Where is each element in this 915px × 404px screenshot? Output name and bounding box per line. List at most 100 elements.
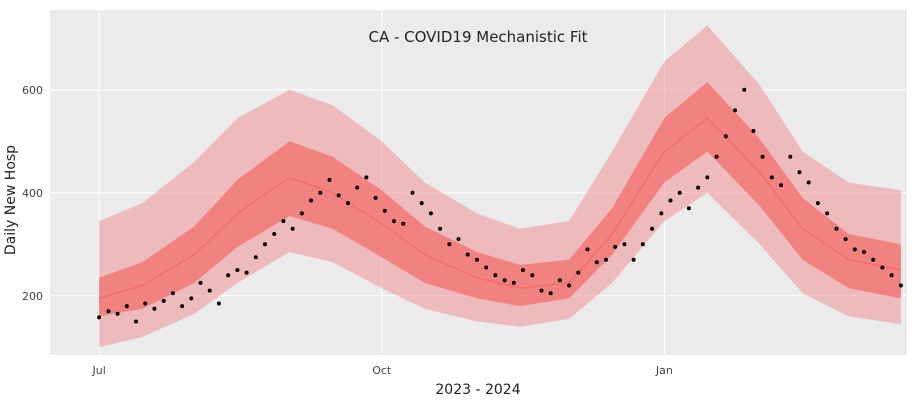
observed-point	[539, 288, 544, 293]
observed-point	[668, 198, 673, 203]
observed-point	[815, 201, 820, 206]
observed-point	[318, 190, 323, 195]
observed-point	[475, 257, 479, 262]
observed-point	[825, 211, 830, 216]
observed-point	[152, 306, 157, 311]
x-tick-label: Jan	[655, 364, 673, 377]
observed-point	[189, 296, 194, 301]
observed-point	[447, 242, 452, 247]
axis-ticks: 200 400 600 Jul Oct Jan	[22, 84, 673, 377]
observed-point	[567, 283, 572, 288]
observed-point	[364, 175, 369, 180]
observed-point	[134, 319, 138, 324]
observed-point	[456, 237, 461, 242]
observed-point	[557, 278, 562, 283]
observed-point	[843, 237, 848, 242]
observed-point	[226, 273, 231, 278]
observed-point	[106, 309, 111, 314]
x-axis-label: 2023 - 2024	[435, 382, 520, 398]
observed-point	[355, 185, 360, 190]
observed-point	[438, 226, 443, 231]
observed-point	[502, 278, 507, 283]
observed-point	[576, 270, 581, 275]
observed-point	[898, 283, 903, 288]
observed-point	[309, 198, 314, 203]
median-line	[98, 117, 902, 300]
y-tick-label: 400	[22, 187, 43, 200]
uncertainty-bands	[98, 25, 902, 348]
x-tick-label: Jul	[92, 364, 106, 377]
observed-point	[760, 154, 765, 159]
observed-point	[871, 257, 876, 262]
observed-point	[170, 291, 175, 296]
observed-point	[465, 252, 470, 257]
observed-point	[336, 193, 341, 198]
observed-point	[677, 190, 682, 195]
observed-point	[392, 219, 396, 224]
observed-point	[327, 177, 332, 182]
observed-point	[401, 221, 406, 226]
observed-point	[97, 315, 102, 320]
observed-point	[484, 265, 489, 270]
observed-point	[180, 304, 185, 309]
observed-point	[161, 298, 166, 303]
observed-point	[521, 268, 525, 272]
inner-band	[99, 82, 901, 317]
observed-point	[290, 226, 295, 231]
observed-point	[263, 242, 267, 247]
y-tick-label: 200	[22, 290, 43, 303]
observed-point	[723, 134, 728, 139]
observed-point	[419, 201, 424, 206]
observed-point	[272, 232, 277, 236]
grid-lines	[50, 10, 907, 355]
observed-point	[548, 291, 553, 296]
observed-point	[585, 247, 590, 252]
observed-point	[797, 170, 802, 175]
observed-point	[714, 154, 719, 159]
observed-point	[834, 226, 839, 231]
chart-title: CA - COVID19 Mechanistic Fit	[368, 28, 587, 46]
observed-point	[382, 208, 387, 213]
y-tick-label: 600	[22, 84, 43, 97]
observed-point	[410, 190, 415, 195]
x-tick-label: Oct	[372, 364, 392, 377]
observed-point	[299, 211, 304, 216]
observed-point	[428, 211, 433, 216]
observed-point	[705, 175, 710, 180]
observed-point	[143, 301, 148, 306]
observed-point	[281, 219, 286, 224]
observed-point	[198, 280, 203, 285]
observed-point	[733, 108, 737, 113]
observed-point	[594, 260, 599, 265]
y-axis-label: Daily New Hosp	[3, 145, 19, 255]
observed-point	[862, 250, 866, 254]
observed-point	[696, 185, 701, 190]
observed-point	[244, 270, 249, 275]
observed-point	[806, 180, 811, 185]
observed-point	[207, 288, 212, 293]
observed-point	[779, 183, 784, 188]
observed-point	[604, 257, 608, 262]
observed-point	[742, 87, 747, 92]
observed-point	[686, 206, 691, 211]
observed-point	[880, 265, 885, 270]
observed-point	[216, 301, 221, 306]
observed-point	[346, 201, 350, 206]
observed-point	[769, 175, 774, 180]
observed-point	[124, 304, 129, 309]
observed-point	[493, 273, 498, 278]
observed-point	[659, 211, 664, 216]
observed-point	[889, 273, 894, 278]
observed-point	[235, 268, 240, 272]
observed-point	[511, 280, 516, 285]
observed-point	[852, 247, 857, 252]
observed-points	[97, 87, 903, 324]
observed-point	[115, 311, 120, 316]
observed-point	[640, 242, 645, 247]
observed-point	[613, 244, 618, 249]
observed-point	[788, 154, 793, 159]
observed-point	[253, 255, 258, 260]
observed-point	[530, 273, 535, 278]
